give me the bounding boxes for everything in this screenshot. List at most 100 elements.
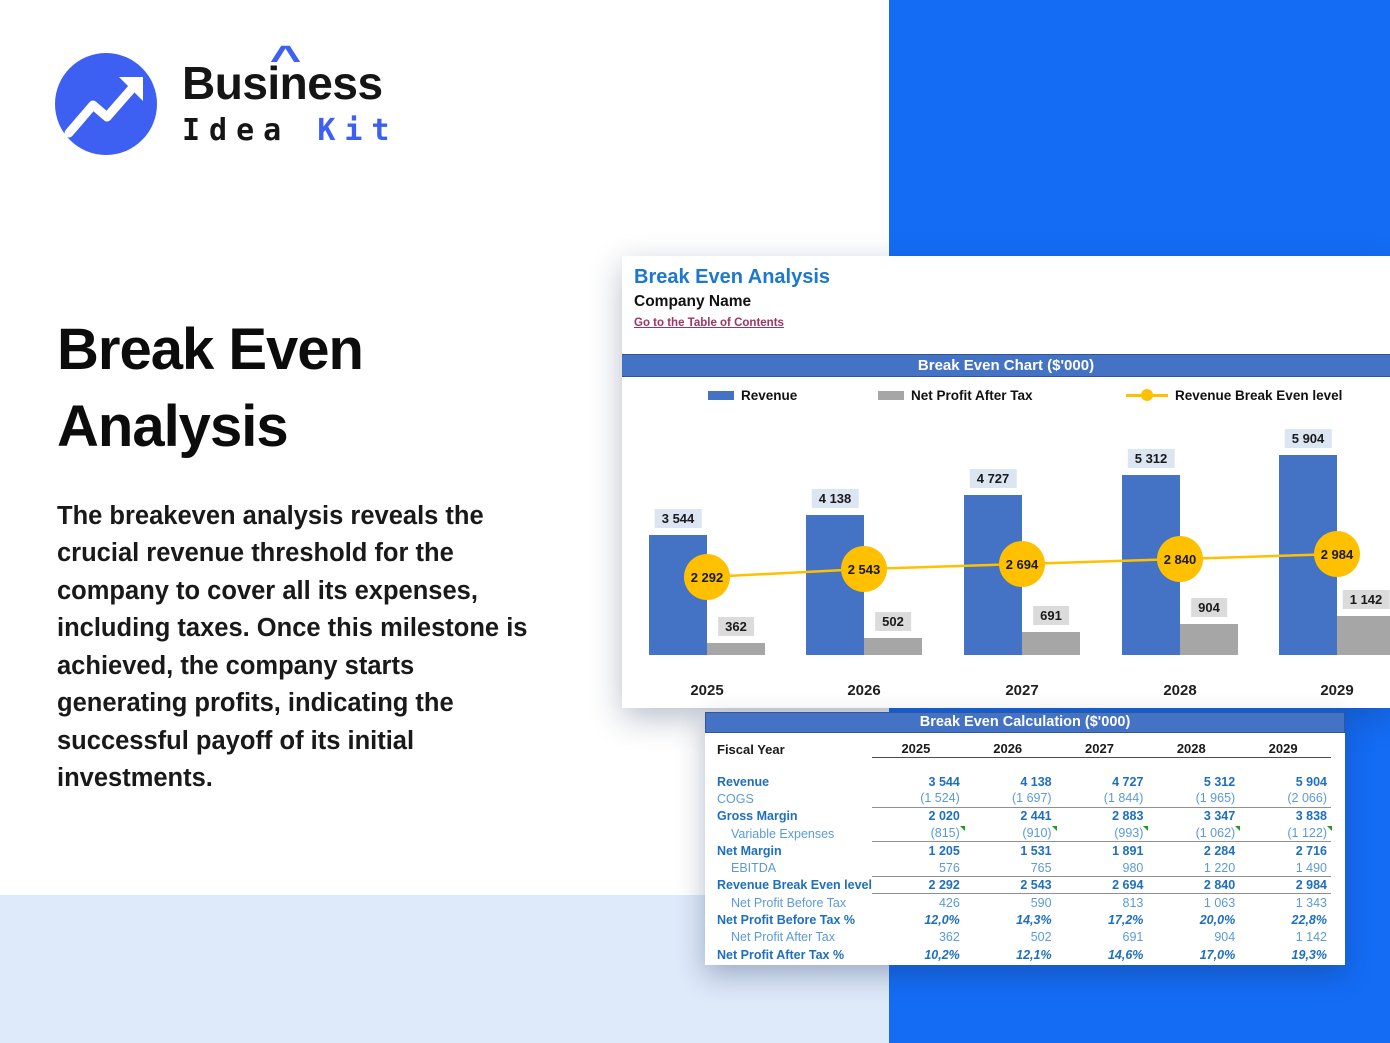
value-cell: 980 xyxy=(1055,859,1148,877)
fiscal-year-label: Fiscal Year xyxy=(717,741,785,757)
value-cell: 17,0% xyxy=(1199,947,1236,962)
value-cell: 576 xyxy=(872,859,964,877)
spreadsheet-chart-panel: Break Even Analysis Company Name Go to t… xyxy=(622,256,1390,708)
value-cell: 2 840 xyxy=(1147,877,1240,895)
page-title: Break Even Analysis xyxy=(57,312,364,465)
row-label: Gross Margin xyxy=(717,809,798,824)
value-cell: 5 904 xyxy=(1295,774,1327,789)
row-label: Revenue Break Even level xyxy=(717,878,872,893)
year-header-cell: 2028 xyxy=(1147,740,1240,758)
brand-subname: Idea Kit xyxy=(182,113,399,148)
value-cell: 1 343 xyxy=(1295,895,1327,910)
row-label: Net Profit Before Tax xyxy=(731,895,847,910)
breakeven-marker: 2 984 xyxy=(1314,531,1360,577)
revenue-value-label: 3 544 xyxy=(654,509,702,528)
value-cell: 2 984 xyxy=(1239,877,1331,895)
value-cell: 813 xyxy=(1122,895,1144,910)
chart-plot: 3 544 362 4 138 502 4 727 691 5 312 904 5 904 1 1… xyxy=(622,256,1390,708)
x-axis-label: 2025 xyxy=(690,682,724,699)
value-cell: 502 xyxy=(1030,930,1052,945)
value-cell: 3 838 xyxy=(1295,809,1327,824)
x-axis-label: 2026 xyxy=(847,682,881,699)
net-profit-bar xyxy=(1337,616,1390,655)
year-header-cell: 2025 xyxy=(872,740,964,758)
net-profit-bar xyxy=(707,643,765,655)
value-cell: 3 544 xyxy=(928,774,960,789)
table-row: EBITDA 576 765 980 1 220 1 490 xyxy=(717,859,1331,877)
value-cell: 5 312 xyxy=(1203,774,1236,789)
value-cell: (1 122) xyxy=(1239,825,1332,843)
revenue-value-label: 5 312 xyxy=(1127,449,1175,468)
value-cell: 904 xyxy=(1214,930,1236,945)
breakeven-marker: 2 840 xyxy=(1157,536,1203,582)
brand-logo xyxy=(55,53,157,155)
growth-arrow-icon xyxy=(64,77,143,138)
value-cell: 2 543 xyxy=(963,877,1056,895)
table-header-bar: Break Even Calculation ($'000) xyxy=(705,712,1345,733)
table-row: Net Profit After Tax % 10,2% 12,1% 14,6% 17,… xyxy=(717,946,1331,963)
net-profit-value-label: 362 xyxy=(718,617,754,636)
legend-item-breakeven: Revenue Break Even level xyxy=(1126,387,1342,403)
revenue-swatch xyxy=(708,390,734,400)
net-profit-value-label: 502 xyxy=(875,612,911,631)
table-row: COGS (1 524) (1 697) (1 844) (1 965) (2 066) xyxy=(717,790,1331,808)
brand-name-text: Business xyxy=(182,57,383,109)
value-cell: 3 347 xyxy=(1203,809,1236,824)
row-label: EBITDA xyxy=(731,861,777,876)
net-profit-swatch xyxy=(878,390,904,400)
value-cell: (1 697) xyxy=(963,790,1056,808)
table-row: Net Profit Before Tax % 12,0% 14,3% 17,2% 20… xyxy=(717,911,1331,928)
brand-subname-accent: Kit xyxy=(317,113,399,148)
value-cell: (1 062) xyxy=(1147,825,1241,843)
company-name: Company Name xyxy=(634,293,752,310)
value-cell: 4 727 xyxy=(1112,774,1144,789)
value-cell: 17,2% xyxy=(1107,913,1144,928)
net-profit-bar xyxy=(864,638,922,655)
value-cell: 765 xyxy=(963,859,1056,877)
calc-table-body: Fiscal Year 2025 2026 2027 2028 2029 Revenue 3 … xyxy=(717,740,1332,963)
value-cell: 22,8% xyxy=(1291,913,1327,928)
sheet-title: Break Even Analysis xyxy=(634,266,831,288)
legend-item-net-profit: Net Profit After Tax xyxy=(878,387,1033,403)
brand-subname-dark: Idea xyxy=(182,113,291,148)
value-cell: 14,3% xyxy=(1016,913,1052,928)
breakeven-line-swatch xyxy=(1126,389,1168,401)
table-of-contents-link[interactable]: Go to the Table of Contents xyxy=(634,317,784,329)
value-cell: 1 063 xyxy=(1203,895,1236,910)
value-cell: (1 844) xyxy=(1055,790,1148,808)
value-cell: 362 xyxy=(938,930,960,945)
x-axis-label: 2027 xyxy=(1005,682,1039,699)
value-cell: 1 205 xyxy=(928,843,960,858)
value-cell: 10,2% xyxy=(924,947,960,962)
breakeven-marker: 2 543 xyxy=(841,546,887,592)
table-row: Gross Margin 2 020 2 441 2 883 3 347 3 838 xyxy=(717,808,1331,825)
value-cell: 1 142 xyxy=(1295,930,1327,945)
table-row: Revenue 3 544 4 138 4 727 5 312 5 904 xyxy=(717,773,1331,790)
circumflex-accent-icon: ^ xyxy=(269,38,302,80)
row-label: Net Profit After Tax % xyxy=(717,947,845,962)
table-row: Net Profit After Tax 362 502 691 904 1 142 xyxy=(717,929,1331,946)
page-description: The breakeven analysis reveals the cruci… xyxy=(57,502,528,793)
page-title-line2: Analysis xyxy=(57,393,289,459)
row-label: Net Margin xyxy=(717,843,782,858)
breakeven-marker: 2 292 xyxy=(684,554,730,600)
value-cell: 1 490 xyxy=(1239,859,1331,877)
value-cell: (2 066) xyxy=(1239,790,1331,808)
brand-wordmark: Business ^ Idea Kit xyxy=(182,38,399,148)
x-axis-label: 2029 xyxy=(1320,682,1354,699)
value-cell: (993) xyxy=(1055,825,1149,843)
value-cell: 1 220 xyxy=(1147,859,1240,877)
net-profit-value-label: 691 xyxy=(1033,606,1069,625)
row-label: COGS xyxy=(717,791,754,806)
value-cell: 2 883 xyxy=(1112,809,1144,824)
value-cell: 2 694 xyxy=(1055,877,1148,895)
net-profit-bar xyxy=(1180,624,1238,655)
breakeven-dot-icon xyxy=(1141,389,1153,401)
value-cell: (1 965) xyxy=(1147,790,1240,808)
value-cell: 4 138 xyxy=(1020,774,1052,789)
table-row: Revenue Break Even level 2 292 2 543 2 694 2… xyxy=(717,877,1331,895)
net-profit-bar xyxy=(1022,632,1080,655)
comment-marker-icon xyxy=(959,825,965,831)
value-cell: (815) xyxy=(872,825,965,843)
